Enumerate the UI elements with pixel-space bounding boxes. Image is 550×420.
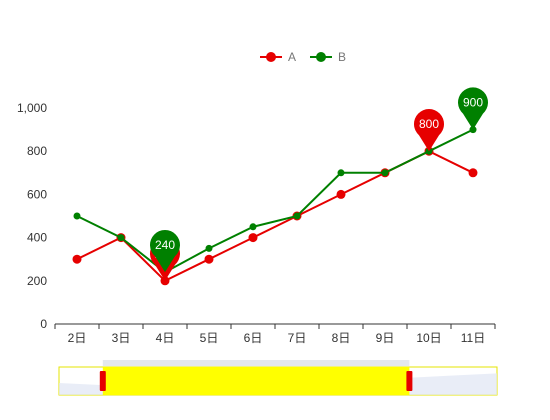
zoom-end-handle[interactable]: [406, 371, 413, 391]
data-point[interactable]: [249, 223, 257, 231]
data-point[interactable]: [73, 212, 81, 220]
pin-shape: [150, 229, 180, 273]
x-tick-label: 10日: [416, 331, 441, 345]
series-line: [76, 128, 474, 274]
data-point[interactable]: [293, 212, 301, 220]
data-point[interactable]: [204, 254, 214, 264]
series-A: [72, 146, 478, 286]
legend-label: B: [338, 50, 346, 64]
y-axis: 0 200 400 600 800 1,000: [17, 101, 47, 331]
data-point[interactable]: [248, 233, 258, 243]
zoom-selected-range[interactable]: [102, 367, 410, 395]
legend-label: A: [288, 50, 296, 64]
y-tick-label: 800: [27, 144, 47, 158]
data-zoom-slider[interactable]: [58, 360, 498, 396]
pin-label: 240: [155, 238, 175, 252]
legend-item-A[interactable]: A: [260, 50, 296, 64]
x-tick-label: 2日: [68, 331, 87, 345]
series-B: [73, 126, 477, 276]
x-tick-label: 7日: [288, 331, 307, 345]
mark-point-pin[interactable]: 900: [458, 87, 489, 130]
y-tick-label: 1,000: [17, 101, 47, 115]
series-line: [76, 150, 474, 283]
x-tick-label: 8日: [332, 331, 351, 345]
x-tick-label: 5日: [200, 331, 219, 345]
x-axis: 2日 3日 4日 5日 6日 7日 8日 9日 10日 11日: [54, 323, 496, 345]
x-tick-label: 11日: [461, 331, 485, 345]
legend-item-B[interactable]: B: [310, 50, 346, 64]
data-point[interactable]: [468, 168, 478, 178]
mark-points: 200800240900: [150, 87, 489, 281]
pin-shape: [458, 87, 489, 130]
legend-marker: [316, 52, 326, 62]
data-point[interactable]: [337, 169, 345, 177]
series-layer: [72, 126, 478, 286]
y-tick-label: 0: [40, 317, 47, 331]
data-point[interactable]: [205, 244, 213, 252]
x-tick-label: 4日: [156, 331, 175, 345]
x-tick-label: 9日: [376, 331, 395, 345]
pin-shape: [414, 109, 445, 152]
data-point[interactable]: [72, 254, 82, 264]
pin-label: 800: [419, 117, 439, 131]
mark-point-pin[interactable]: 800: [414, 109, 445, 152]
data-point[interactable]: [117, 234, 125, 242]
legend-marker: [266, 52, 276, 62]
zoom-start-handle[interactable]: [99, 371, 106, 391]
pin-label: 900: [463, 96, 483, 110]
mark-point-pin[interactable]: 240: [150, 229, 180, 273]
zoom-move-bar[interactable]: [102, 360, 410, 366]
y-tick-label: 200: [27, 274, 47, 288]
x-tick-label: 3日: [112, 331, 131, 345]
data-point[interactable]: [381, 169, 389, 177]
y-tick-label: 600: [27, 187, 47, 201]
data-point[interactable]: [336, 189, 346, 199]
y-tick-label: 400: [27, 231, 47, 245]
x-tick-label: 6日: [244, 331, 263, 345]
